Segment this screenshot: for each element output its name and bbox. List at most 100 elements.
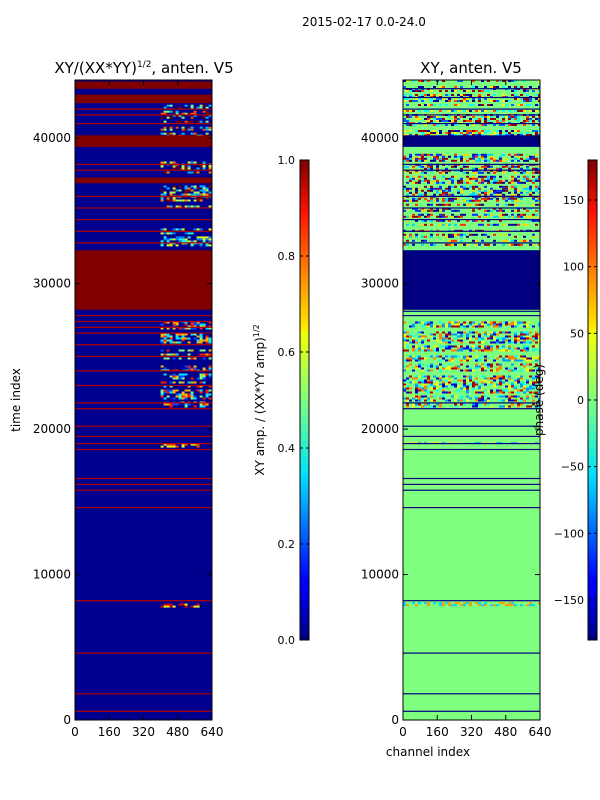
heatmap-cell [502,159,505,162]
heatmap-cell [448,185,451,188]
heatmap-cell [421,337,424,340]
heatmap-cell [448,181,451,184]
heatmap-cell [433,124,436,126]
heatmap-cell [445,235,448,238]
heatmap-cell [538,124,540,126]
heatmap-cell [487,399,490,402]
heatmap-cell [529,243,532,246]
heatmap-cell [442,155,445,158]
heatmap-cell [496,80,499,82]
heatmap-line [75,169,212,171]
heatmap-cell [166,199,170,202]
heatmap-cell [538,335,540,338]
heatmap-cell [457,385,460,388]
heatmap-cell [484,355,487,358]
colorbar-tick-label: 0 [577,394,584,407]
heatmap-cell [499,395,502,398]
heatmap-cell [523,120,526,122]
heatmap-cell [424,98,427,100]
heatmap-cell [535,375,538,378]
heatmap-cell [448,325,451,328]
heatmap-cell [415,116,418,118]
heatmap-cell [538,357,540,360]
heatmap-cell [181,228,185,231]
heatmap-line [403,402,540,404]
heatmap-cell [199,373,203,376]
heatmap-cell [508,359,511,362]
heatmap-cell [529,337,532,340]
heatmap-cell [424,130,427,132]
heatmap-cell [511,357,514,360]
heatmap-cell [436,347,439,350]
heatmap-cell [505,321,508,324]
colorbar-tick-label: 1.0 [278,154,296,167]
heatmap-cell [517,391,520,394]
heatmap-cell [496,215,499,218]
heatmap-cell [499,381,502,384]
heatmap-cell [421,321,424,324]
heatmap-cell [460,116,463,118]
heatmap-cell [436,325,439,328]
heatmap-cell [484,86,487,88]
heatmap-cell [496,203,499,206]
heatmap-cell [436,349,439,352]
heatmap-cell [439,94,442,96]
heatmap-cell [424,395,427,398]
heatmap-cell [406,405,409,408]
heatmap-cell [520,333,523,336]
heatmap-cell [505,199,508,202]
heatmap-cell [166,244,170,247]
heatmap-cell [478,207,481,210]
heatmap-cell [178,377,182,380]
heatmap-cell [439,219,442,222]
heatmap-cell [448,203,451,206]
heatmap-cell [508,345,511,348]
heatmap-cell [172,341,176,344]
heatmap-cell [403,199,406,202]
heatmap-cell [424,223,427,226]
heatmap-cell [484,110,487,112]
heatmap-cell [403,379,406,382]
heatmap-cell [421,369,424,372]
heatmap-cell [181,335,185,338]
heatmap-cell [454,155,457,158]
heatmap-cell [478,339,481,342]
heatmap-cell [445,385,448,388]
heatmap-cell [433,385,436,388]
heatmap-cell [487,120,490,122]
heatmap-cell [487,243,490,246]
heatmap-cell [490,118,493,120]
heatmap-cell [412,403,415,406]
heatmap-cell [511,395,514,398]
heatmap-cell [481,80,484,82]
heatmap-cell [466,325,469,328]
heatmap-cell [205,403,209,406]
heatmap-cell [478,157,481,160]
heatmap-cell [430,116,433,118]
heatmap-cell [433,335,436,338]
heatmap-cell [454,98,457,100]
heatmap-cell [205,391,209,394]
heatmap-cell [202,377,206,380]
left-colorbar-gradient [299,159,310,641]
heatmap-cell [445,337,448,340]
heatmap-cell [511,239,514,242]
heatmap-cell [403,321,406,324]
heatmap-cell [166,197,170,200]
heatmap-band [75,81,212,89]
heatmap-cell [517,207,520,210]
heatmap-cell [160,605,164,608]
heatmap-cell [445,377,448,380]
heatmap-cell [496,110,499,112]
heatmap-cell [202,353,206,356]
heatmap-cell [538,175,540,178]
x-tick-label: 640 [529,725,552,739]
heatmap-cell [520,381,523,384]
heatmap-cell [499,213,502,216]
heatmap-cell [511,80,514,82]
heatmap-cell [193,337,197,340]
heatmap-cell [421,157,424,160]
heatmap-cell [526,359,529,362]
heatmap-cell [481,391,484,394]
heatmap-cell [415,134,418,136]
